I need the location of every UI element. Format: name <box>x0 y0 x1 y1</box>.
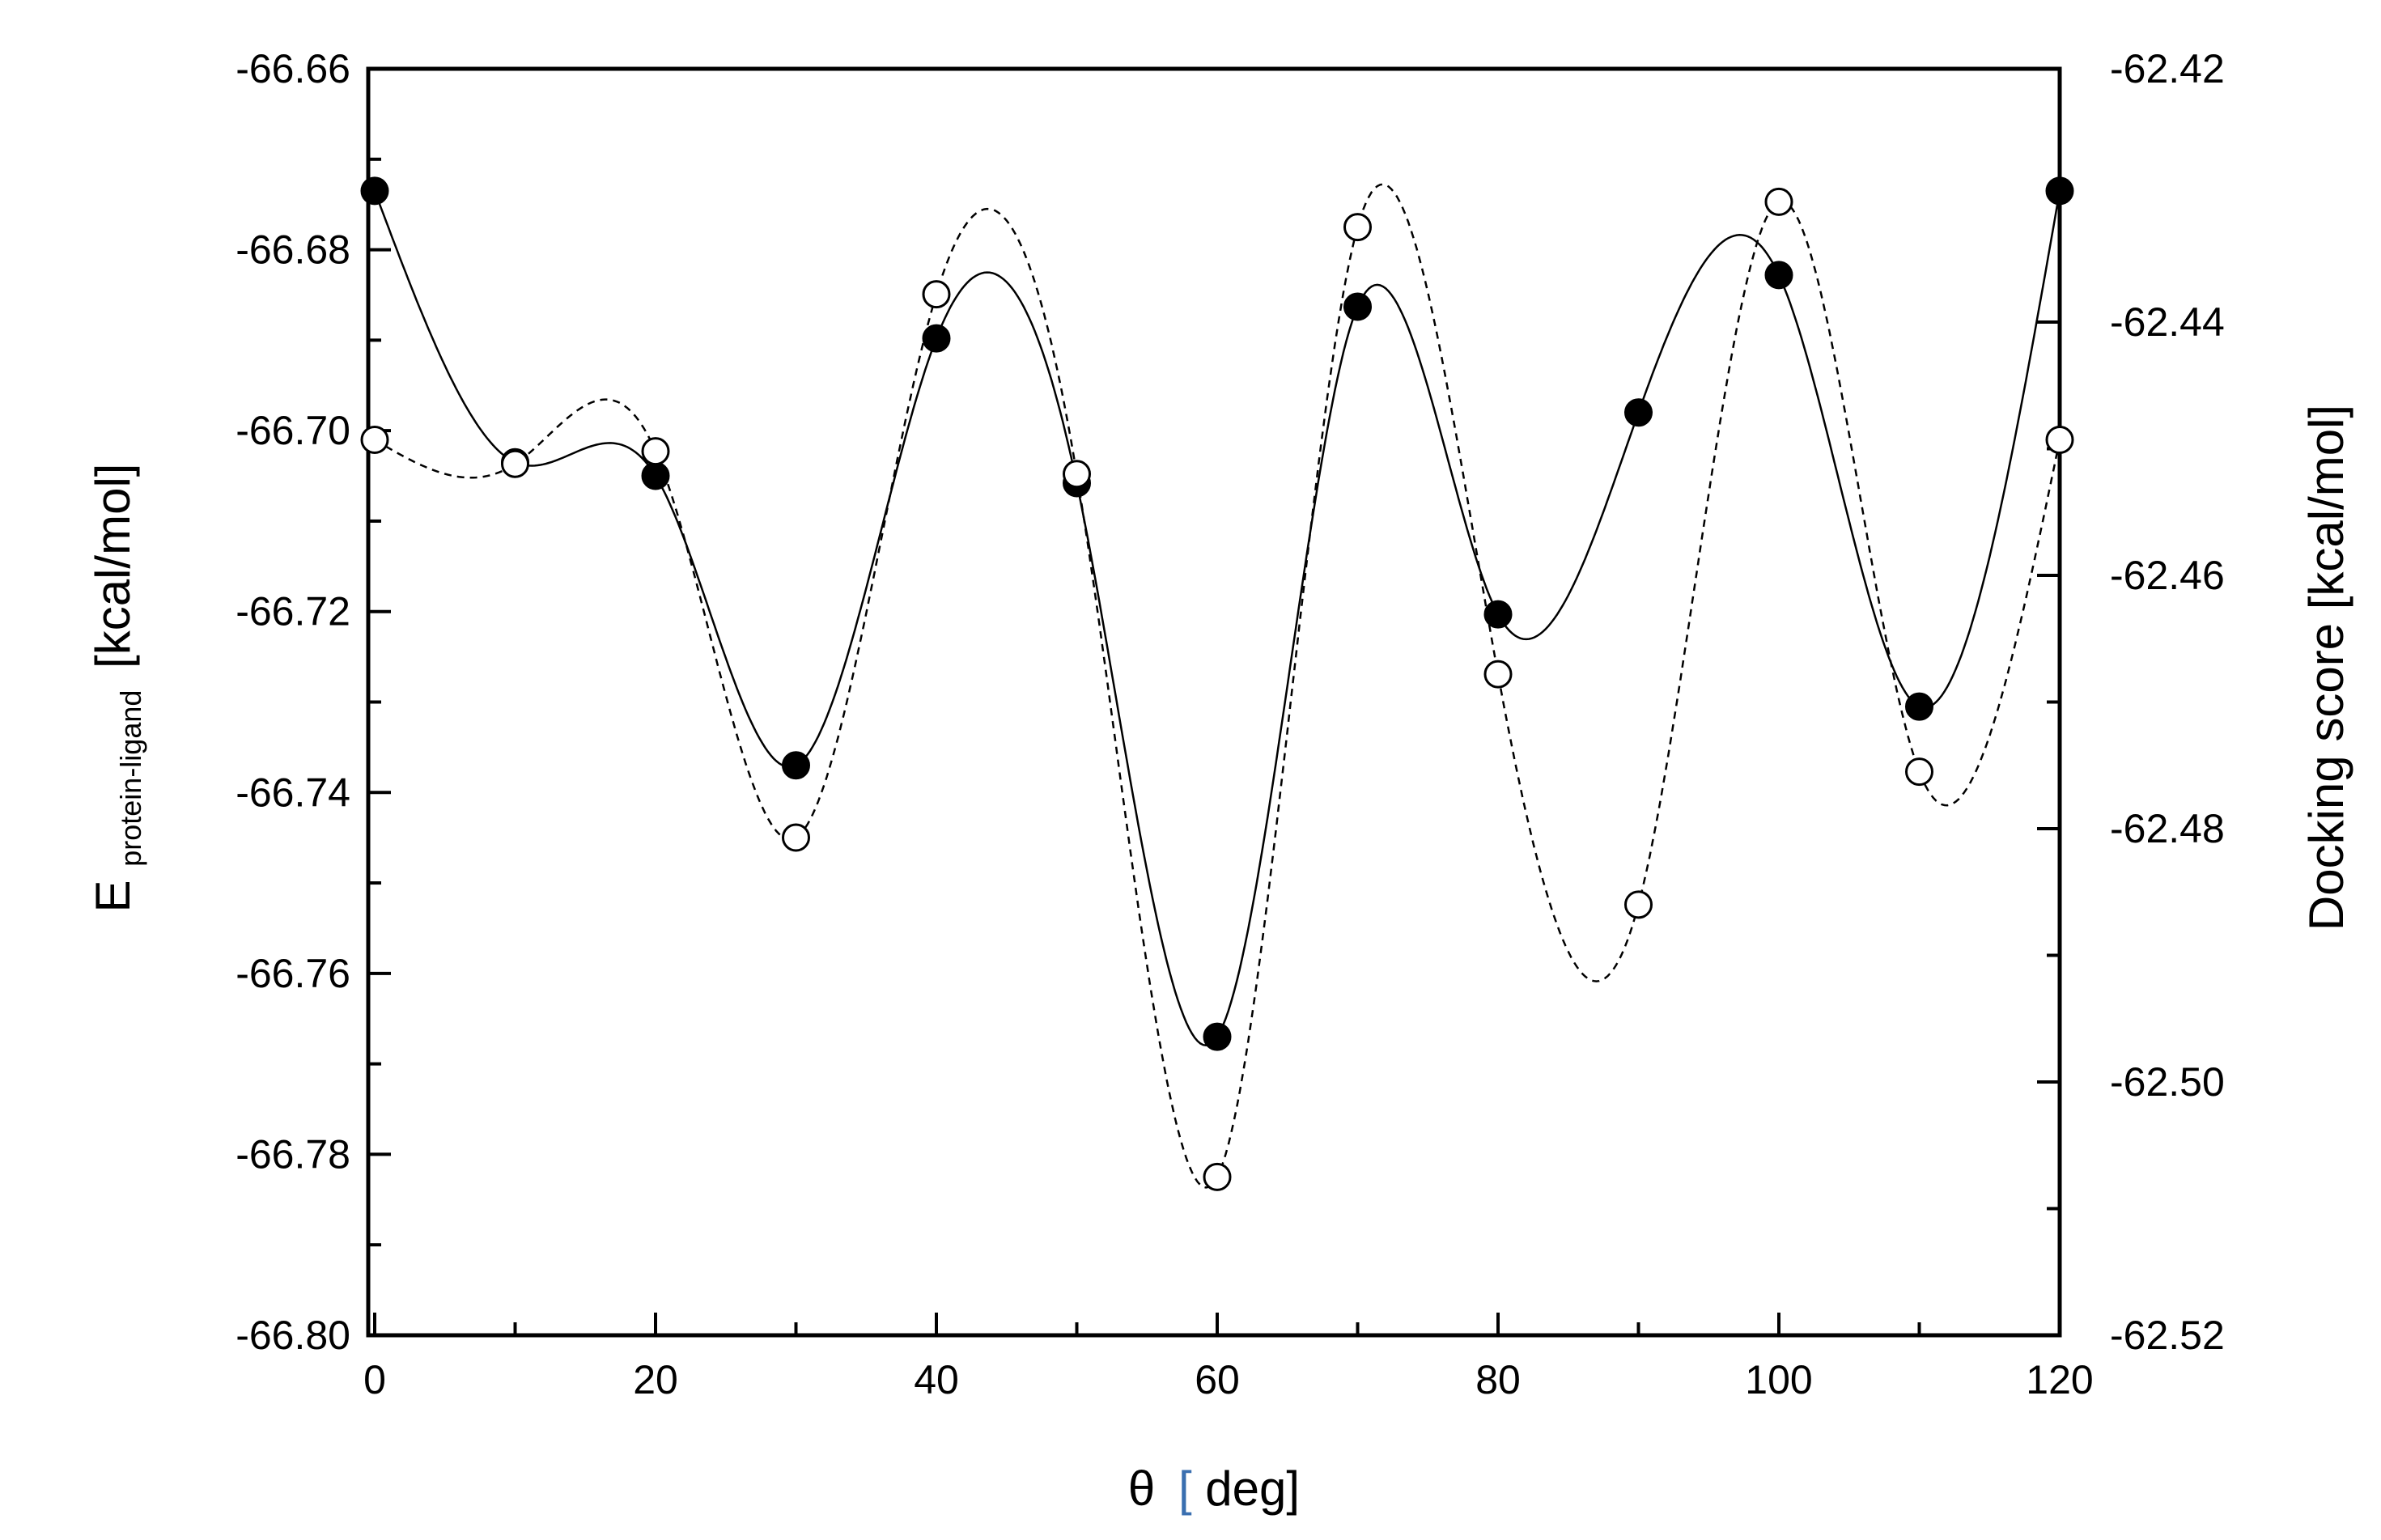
data-point-docking-score <box>360 426 389 455</box>
x-tick-label: 0 <box>363 1357 386 1402</box>
data-point-energy <box>360 176 389 206</box>
x-tick-label: 80 <box>1475 1357 1521 1402</box>
data-point-docking-score <box>1483 660 1513 689</box>
data-point-docking-score <box>1063 460 1091 489</box>
x-axis-title: θ [ deg] <box>1128 1462 1300 1516</box>
y-right-tick-label: -62.46 <box>2110 553 2225 598</box>
y-left-tick-label: -66.80 <box>236 1313 350 1358</box>
data-point-docking-score <box>1203 1162 1232 1191</box>
data-point-docking-score <box>1343 213 1372 242</box>
y-left-axis-title-unit: [kcal/mol] <box>86 464 140 668</box>
y-right-axis-title: Docking score [kcal/mol] <box>2299 405 2353 931</box>
y-left-axis-title-subscript: protein-ligand <box>114 690 147 867</box>
x-tick-label: 60 <box>1195 1357 1240 1402</box>
y-right-tick-label: -62.42 <box>2110 46 2225 91</box>
data-point-energy <box>922 324 951 353</box>
data-point-docking-score <box>1764 187 1793 216</box>
x-axis-title-unit: deg] <box>1205 1462 1300 1516</box>
x-tick-label: 120 <box>2026 1357 2093 1402</box>
y-right-tick-label: -62.44 <box>2110 299 2225 345</box>
data-point-energy <box>1624 398 1653 427</box>
data-point-energy <box>641 461 670 490</box>
data-point-docking-score <box>501 449 529 478</box>
y-left-tick-label: -66.72 <box>236 589 350 634</box>
markers-layer <box>360 176 2074 1191</box>
x-tick-label: 100 <box>1745 1357 1812 1402</box>
data-point-docking-score <box>641 437 670 466</box>
data-point-docking-score <box>922 280 951 309</box>
data-point-energy <box>1905 692 1933 721</box>
x-tick-label: 20 <box>633 1357 678 1402</box>
data-point-energy <box>1764 261 1793 290</box>
y-left-tick-label: -66.76 <box>236 951 350 996</box>
data-point-energy <box>1343 292 1372 321</box>
data-point-energy <box>1483 600 1513 629</box>
y-left-tick-label: -66.70 <box>236 408 350 453</box>
y-left-axis-title-main: E <box>86 880 140 912</box>
data-point-energy <box>1203 1022 1232 1051</box>
y-left-tick-label: -66.66 <box>236 46 350 91</box>
ticks-layer: 0 20 40 60 80 100 120 -66.66 -66.68 -66.70 -66.72 -… <box>236 46 2225 1402</box>
x-tick-label: 40 <box>914 1357 959 1402</box>
y-left-tick-label: -66.78 <box>236 1131 350 1177</box>
data-point-docking-score <box>2045 426 2074 455</box>
y-left-tick-label: -66.74 <box>236 770 350 815</box>
y-right-tick-label: -62.52 <box>2110 1313 2225 1358</box>
data-point-docking-score <box>782 823 810 852</box>
data-point-energy <box>2045 176 2074 206</box>
y-right-tick-label: -62.48 <box>2110 806 2225 851</box>
data-point-energy <box>782 751 810 780</box>
y-left-tick-label: -66.68 <box>236 227 350 273</box>
y-right-tick-label: -62.50 <box>2110 1059 2225 1105</box>
data-point-docking-score <box>1905 757 1933 787</box>
data-point-docking-score <box>1624 890 1653 919</box>
x-axis-title-symbol: θ <box>1128 1462 1155 1516</box>
x-axis-title-bracket: [ <box>1178 1462 1192 1516</box>
y-left-axis-title: E protein-ligand [kcal/mol] <box>86 464 151 913</box>
